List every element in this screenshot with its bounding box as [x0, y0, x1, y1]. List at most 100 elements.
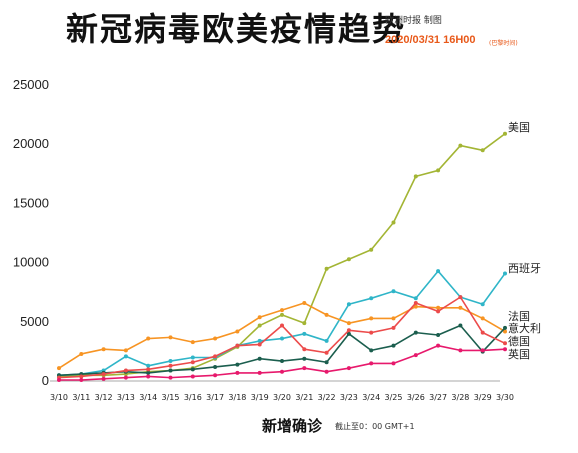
x-tick-label: 3/18	[228, 393, 246, 402]
data-point	[235, 329, 240, 334]
data-point	[213, 354, 218, 359]
source-credit: 欧洲时报 制图	[385, 16, 442, 26]
timestamp: 2020/03/31 16H00	[385, 34, 476, 46]
data-point	[369, 330, 374, 335]
data-point	[302, 321, 307, 326]
data-point	[458, 348, 463, 353]
x-tick-label: 3/25	[385, 393, 403, 402]
data-point	[190, 355, 195, 360]
x-tick-label: 3/20	[273, 393, 291, 402]
x-tick-label: 3/21	[295, 393, 313, 402]
data-point	[480, 302, 485, 307]
data-point	[235, 370, 240, 375]
data-point	[57, 378, 61, 382]
data-point	[146, 336, 151, 341]
data-point	[391, 220, 396, 225]
data-point	[436, 309, 441, 314]
data-point	[436, 305, 441, 310]
data-point	[280, 359, 284, 364]
x-tick-label: 3/14	[139, 393, 157, 402]
x-tick-label: 3/12	[95, 393, 113, 402]
data-point	[123, 348, 128, 353]
data-point	[101, 376, 106, 381]
data-point	[257, 323, 262, 328]
data-point	[346, 331, 351, 336]
data-point	[436, 269, 441, 274]
data-point	[280, 308, 284, 313]
data-point	[146, 367, 151, 372]
y-tick-label: 25000	[13, 77, 49, 92]
y-tick-label: 0	[42, 373, 49, 388]
data-point	[324, 360, 329, 365]
data-point	[391, 361, 396, 366]
data-point	[324, 312, 329, 317]
x-tick-label: 3/19	[251, 393, 269, 402]
data-point	[480, 148, 485, 153]
data-point	[168, 335, 173, 340]
x-tick-label: 3/24	[362, 393, 380, 402]
series-label: 意大利	[508, 321, 541, 335]
data-point	[280, 336, 284, 341]
x-tick-label: 3/28	[451, 393, 469, 402]
data-point	[168, 359, 173, 364]
y-tick-label: 20000	[13, 136, 49, 151]
data-point	[101, 372, 106, 377]
data-point	[369, 296, 374, 301]
x-tick-label: 3/22	[318, 393, 336, 402]
data-point	[190, 360, 195, 365]
data-point	[79, 378, 84, 382]
data-point	[391, 316, 396, 321]
data-point	[257, 315, 262, 320]
data-point	[257, 370, 262, 375]
y-tick-label: 5000	[20, 314, 49, 329]
series-label: 美国	[508, 121, 530, 134]
x-tick-label: 3/11	[72, 393, 90, 402]
data-point	[324, 266, 329, 271]
data-point	[257, 342, 262, 347]
data-point	[458, 305, 463, 310]
data-point	[123, 368, 128, 373]
data-point	[503, 341, 507, 346]
data-point	[168, 375, 173, 380]
data-point	[346, 257, 351, 262]
x-tick-label: 3/23	[340, 393, 358, 402]
data-point	[235, 343, 240, 348]
data-point	[168, 368, 173, 373]
x-tick-label: 3/27	[429, 393, 447, 402]
chart-title: 新冠病毒欧美疫情趋势	[66, 10, 407, 48]
data-point	[458, 143, 463, 148]
x-tick-label: 3/10	[50, 393, 68, 402]
data-point	[346, 366, 351, 371]
data-point	[302, 331, 307, 336]
data-point	[458, 323, 463, 328]
data-point	[503, 325, 507, 330]
data-point	[324, 350, 329, 355]
data-point	[436, 343, 441, 348]
data-point	[503, 271, 507, 276]
data-point	[458, 295, 463, 300]
data-point	[413, 304, 418, 309]
x-tick-label: 3/13	[117, 393, 135, 402]
data-point	[480, 316, 485, 321]
data-point	[480, 348, 485, 353]
x-tick-label: 3/15	[162, 393, 180, 402]
data-point	[257, 338, 262, 343]
data-point	[190, 374, 195, 379]
x-tick-label: 3/16	[184, 393, 202, 402]
data-point	[280, 312, 284, 317]
data-point	[257, 356, 262, 361]
data-point	[302, 301, 307, 306]
data-point	[391, 325, 396, 330]
timezone-note: (巴黎时间)	[489, 40, 518, 47]
data-point	[413, 353, 418, 358]
y-tick-label: 10000	[13, 255, 49, 270]
data-point	[190, 367, 195, 372]
data-point	[413, 296, 418, 301]
series-label: 英国	[508, 347, 530, 361]
data-point	[369, 247, 374, 252]
data-point	[146, 370, 151, 375]
data-point	[79, 351, 84, 356]
series-label: 法国	[508, 309, 530, 323]
y-tick-label: 15000	[13, 195, 49, 210]
